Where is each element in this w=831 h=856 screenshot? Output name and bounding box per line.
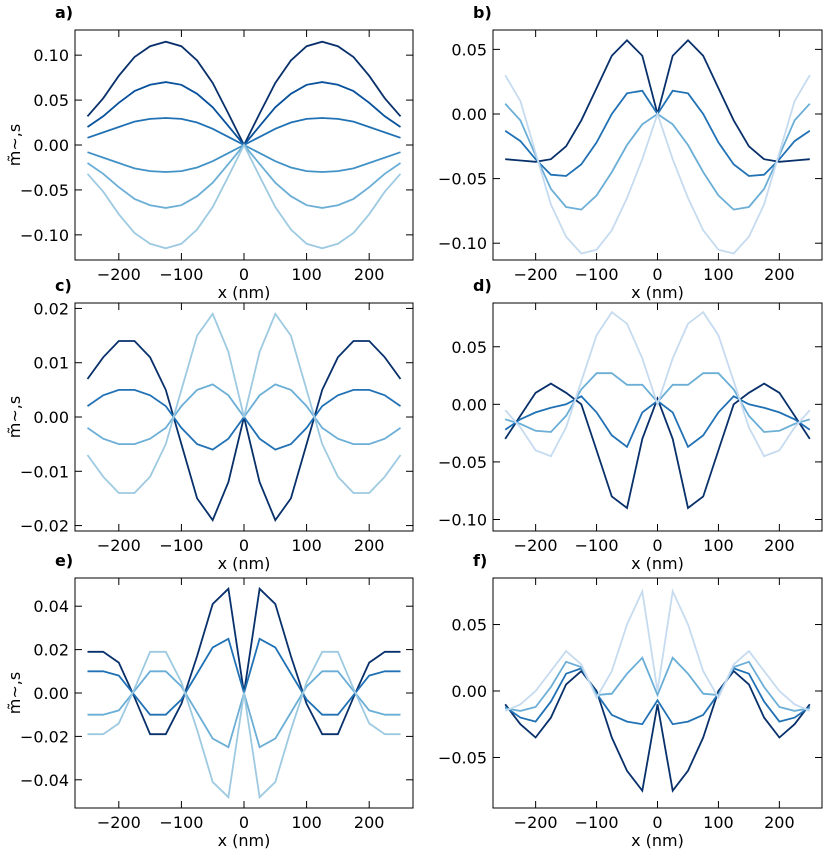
y-tick-label: −0.02 [20,727,69,746]
y-tick-label: 0.02 [33,299,69,318]
panel-label: e) [55,551,73,570]
panel-label: b) [473,3,492,22]
x-tick-label: 200 [354,536,385,555]
x-tick-label: 100 [703,265,734,284]
x-axis-label: x (nm) [218,831,271,850]
x-axis-label: x (nm) [631,554,684,573]
panel-label: f) [473,551,487,570]
x-tick-label: −100 [575,813,619,832]
y-tick-label: −0.04 [20,771,69,790]
y-tick-label: −0.05 [438,170,487,189]
y-tick-label: 0.02 [33,641,69,660]
x-tick-label: 0 [239,265,249,284]
panel-label: c) [55,276,72,295]
x-tick-label: −200 [97,265,141,284]
x-tick-label: −100 [575,265,619,284]
y-tick-label: −0.05 [20,181,69,200]
data-line [504,103,811,211]
y-tick-label: 0.00 [33,408,69,427]
x-tick-label: −100 [159,536,203,555]
data-line [86,312,402,494]
y-tick-label: 0.00 [451,682,487,701]
y-tick-label: 0.04 [33,597,69,616]
x-tick-label: −100 [159,265,203,284]
y-tick-label: 0.00 [451,105,487,124]
x-tick-label: 100 [291,536,322,555]
data-line [87,637,401,716]
y-tick-label: 0.00 [33,136,69,155]
x-tick-label: 100 [703,813,734,832]
data-line [505,39,810,163]
data-line [504,382,811,510]
axes-frame [492,29,823,261]
panel-label: d) [473,276,492,295]
data-line [87,143,401,173]
x-tick-label: 200 [354,813,385,832]
y-tick-label: 0.05 [33,91,69,110]
y-tick-label: −0.10 [438,234,487,253]
data-line [86,40,402,148]
y-tick-label: 0.05 [451,40,487,59]
x-axis-label: x (nm) [218,283,271,302]
data-line [86,81,402,147]
x-tick-label: −200 [97,813,141,832]
y-tick-label: 0.00 [33,684,69,703]
x-tick-label: 100 [291,265,322,284]
y-tick-label: −0.02 [20,517,69,536]
x-tick-label: 200 [764,536,795,555]
y-tick-label: −0.01 [20,462,69,481]
x-tick-label: 200 [764,813,795,832]
data-line [505,656,810,712]
x-tick-label: −100 [159,813,203,832]
y-tick-label: 0.05 [451,338,487,357]
y-tick-label: −0.10 [438,510,487,529]
data-line [86,143,402,209]
x-tick-label: 0 [239,813,249,832]
y-tick-label: 0.05 [451,616,487,635]
y-tick-label: 0.01 [33,354,69,373]
panel-label: a) [55,3,73,22]
x-tick-label: 100 [291,813,322,832]
x-tick-label: 200 [354,265,385,284]
axes-frame [492,302,823,532]
x-tick-label: −200 [97,536,141,555]
x-tick-label: 0 [239,536,249,555]
x-tick-label: −200 [514,536,558,555]
y-tick-label: −0.05 [438,453,487,472]
y-axis-label: m̃∼,s [5,672,24,714]
x-axis-label: x (nm) [218,554,271,573]
data-line [87,117,401,147]
x-tick-label: −200 [514,813,558,832]
data-line [504,310,811,458]
x-tick-label: −100 [575,536,619,555]
x-tick-label: 100 [703,536,734,555]
x-tick-label: 0 [652,265,662,284]
data-line [504,588,811,712]
y-tick-label: −0.05 [438,748,487,767]
x-axis-label: x (nm) [631,283,684,302]
data-line [87,586,401,736]
x-axis-label: x (nm) [631,831,684,850]
data-line [86,142,402,250]
x-tick-label: 200 [764,265,795,284]
x-tick-label: −200 [514,265,558,284]
y-tick-label: 0.00 [451,395,487,414]
data-line [504,89,811,177]
y-tick-label: 0.10 [33,46,69,65]
x-tick-label: 0 [652,813,662,832]
data-line [504,74,811,255]
data-line [87,650,401,800]
x-tick-label: 0 [652,536,662,555]
data-line [87,670,401,749]
y-tick-label: −0.10 [20,226,69,245]
data-line [504,667,811,726]
data-line [504,669,811,793]
y-axis-label: m̃∼,s [5,124,24,166]
y-axis-label: m̃∼,s [5,396,24,438]
